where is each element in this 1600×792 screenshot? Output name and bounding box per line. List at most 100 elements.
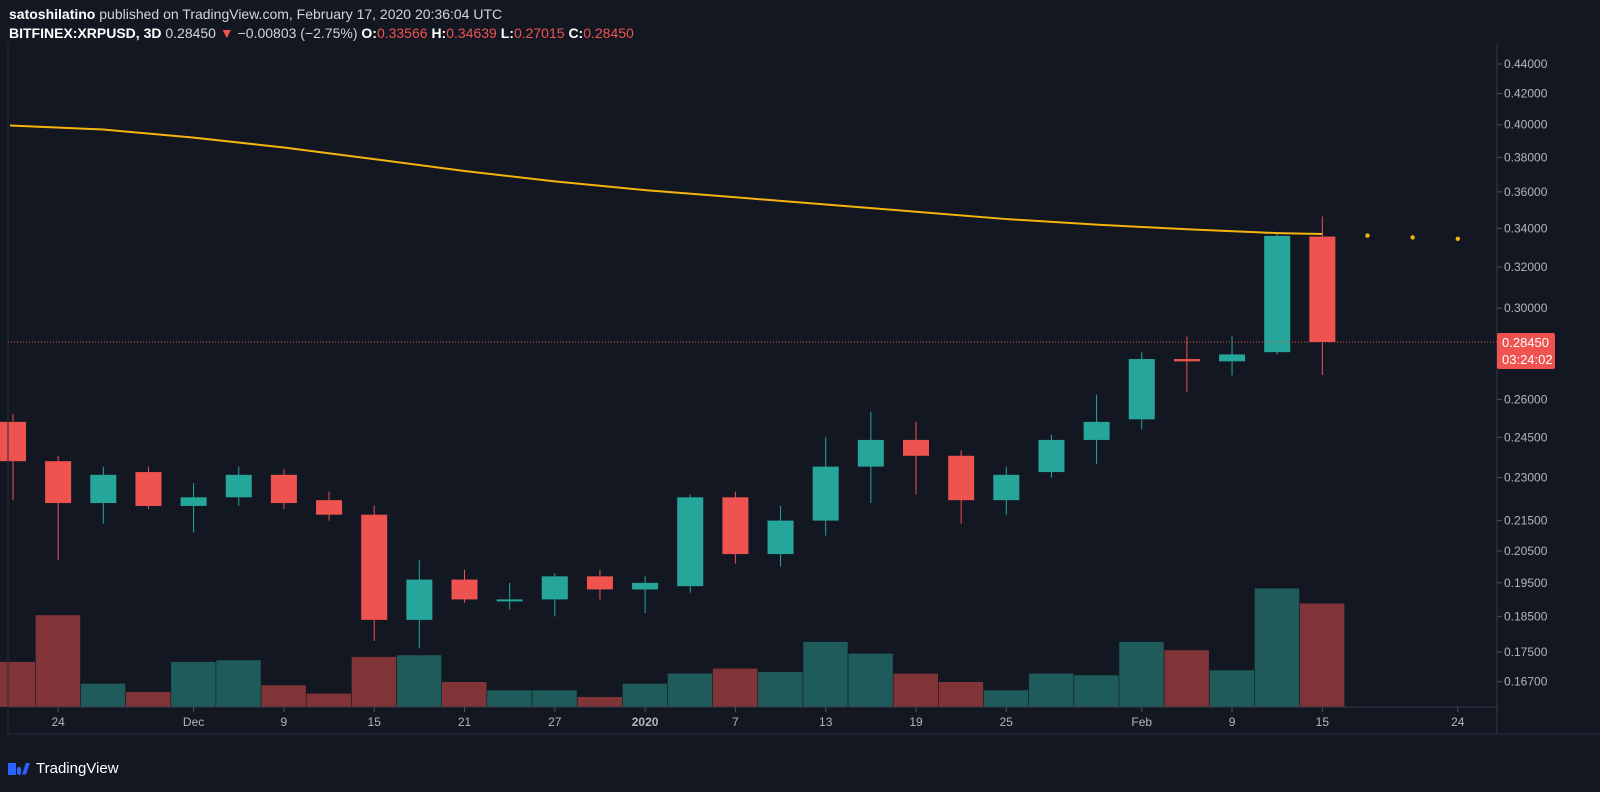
volume-bar — [803, 641, 848, 707]
time-tick-label: 24 — [1451, 715, 1465, 729]
price-tick-label: 0.44000 — [1504, 57, 1548, 71]
moving-average-projection — [1365, 233, 1461, 241]
candle — [767, 505, 794, 567]
ma-projection-dot — [1410, 235, 1415, 240]
time-tick-label: 15 — [368, 715, 382, 729]
time-tick-label: 9 — [1229, 715, 1236, 729]
candle-body — [1083, 421, 1110, 440]
candle — [948, 450, 975, 524]
candle — [722, 491, 749, 564]
candle-body — [993, 474, 1020, 501]
price-tick-label: 0.19500 — [1504, 576, 1548, 590]
time-tick-label: 25 — [1000, 715, 1014, 729]
candle — [45, 455, 72, 561]
volume-bar — [0, 661, 35, 707]
candle — [632, 576, 659, 613]
candle-body — [45, 461, 72, 504]
author-name[interactable]: satoshilatino — [9, 6, 96, 22]
candle-body — [1219, 354, 1246, 362]
time-tick-label: 24 — [51, 715, 65, 729]
candle-body — [90, 474, 117, 504]
candle — [90, 466, 117, 524]
candle-body — [0, 421, 26, 462]
volume-bar — [396, 655, 442, 707]
candle — [1038, 434, 1065, 478]
time-tick-label: 2020 — [632, 715, 659, 729]
volume-bar — [1074, 675, 1119, 707]
candle-body — [767, 520, 794, 555]
symbol-label: BITFINEX:XRPUSD, 3D — [9, 25, 162, 41]
candle — [903, 421, 929, 495]
candle — [496, 582, 523, 610]
volume-bar — [442, 681, 487, 707]
time-tick-label: Feb — [1131, 715, 1152, 729]
down-arrow-icon: ▼ — [219, 25, 234, 41]
candle-body — [180, 497, 207, 506]
volume-layer — [0, 588, 1345, 707]
price-tick-label: 0.34000 — [1504, 221, 1548, 235]
time-tick-label: 27 — [548, 715, 562, 729]
price-tick-label: 0.38000 — [1504, 150, 1548, 164]
moving-average-line — [9, 124, 1323, 236]
high-label: H: — [431, 25, 447, 41]
candle-body — [406, 579, 433, 620]
candle — [1173, 336, 1200, 393]
candle — [541, 573, 568, 617]
volume-bar — [351, 656, 397, 707]
candle-body — [586, 576, 613, 590]
candle-body — [225, 474, 252, 498]
candle-body — [1264, 235, 1291, 353]
candle-body — [135, 472, 162, 506]
low-label: L: — [500, 25, 514, 41]
close-value: 0.28450 — [583, 25, 634, 41]
price-tick-label: 0.21500 — [1504, 514, 1548, 528]
price-tick-label: 0.36000 — [1504, 185, 1548, 199]
candle — [993, 466, 1020, 515]
price-tick-label: 0.40000 — [1504, 118, 1548, 132]
price-axis[interactable]: 0.44000 0.42000 0.40000 0.38000 0.36000 0.340… — [1497, 57, 1548, 689]
candle — [361, 505, 388, 642]
volume-bar — [35, 615, 81, 707]
candle — [0, 414, 26, 501]
volume-bar — [983, 690, 1029, 707]
volume-bar — [1254, 588, 1300, 707]
volume-bar — [80, 683, 126, 707]
price-tick-label: 0.26000 — [1504, 392, 1548, 406]
volume-bar — [1209, 670, 1255, 707]
volume-bar — [622, 683, 668, 707]
volume-bar — [487, 690, 532, 707]
high-value: 0.34639 — [446, 25, 497, 41]
tradingview-logo[interactable]: TradingView — [8, 760, 119, 777]
candle-body — [1173, 359, 1200, 362]
time-axis[interactable]: 24 Dec 9 15 21 27 2020 7 13 19 25 Feb 9 15 24 — [51, 707, 1465, 729]
open-label: O: — [361, 25, 377, 41]
price-tick-label: 0.20500 — [1504, 544, 1548, 558]
time-tick-label: 19 — [909, 715, 923, 729]
volume-bar — [1028, 673, 1074, 707]
close-label: C: — [568, 25, 584, 41]
volume-bar — [667, 673, 713, 707]
low-value: 0.27015 — [513, 25, 565, 41]
candle — [1128, 352, 1155, 430]
candle-body — [812, 466, 839, 521]
last-price-tag-value: 0.28450 — [1502, 335, 1549, 350]
price-tick-label: 0.30000 — [1504, 301, 1548, 315]
price-tick-label: 0.17500 — [1504, 645, 1548, 659]
volume-bar — [261, 685, 306, 707]
tradingview-brand-name: TradingView — [36, 760, 119, 777]
candle-body — [541, 576, 568, 600]
ma-projection-dot — [1455, 236, 1461, 241]
candle — [406, 560, 433, 649]
candle-body — [451, 579, 478, 600]
open-value: 0.33566 — [376, 25, 428, 41]
candle-body — [270, 474, 297, 504]
last-price-tag: 0.28450 03:24:02 — [1497, 333, 1555, 370]
candle-body — [496, 599, 523, 602]
price-change: −0.00803 (−2.75%) — [237, 25, 358, 41]
candle-body — [722, 497, 749, 555]
volume-bar — [171, 661, 216, 707]
candle — [812, 437, 839, 536]
price-tick-label: 0.32000 — [1504, 260, 1548, 274]
volume-bar — [938, 681, 984, 707]
